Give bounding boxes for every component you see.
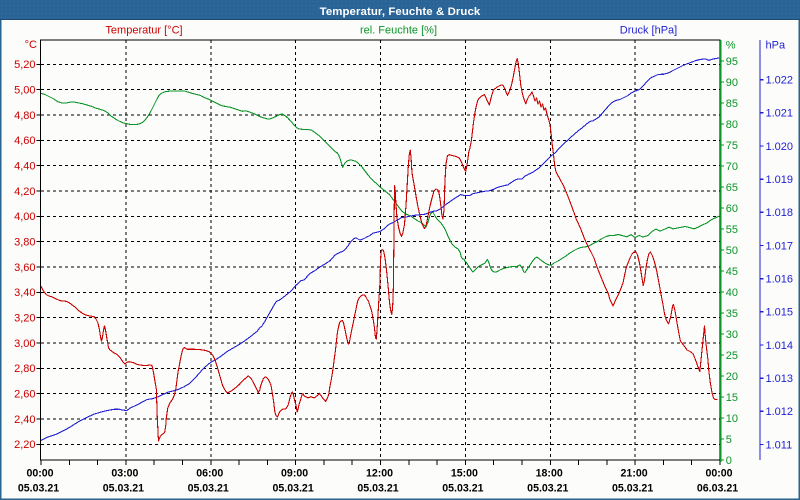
svg-text:2,20: 2,20 xyxy=(14,439,35,451)
svg-text:4,00: 4,00 xyxy=(14,211,35,223)
svg-text:1.016: 1.016 xyxy=(766,274,794,286)
svg-text:1.017: 1.017 xyxy=(766,240,794,252)
svg-text:hPa: hPa xyxy=(766,40,786,52)
svg-text:2,60: 2,60 xyxy=(14,389,35,401)
svg-text:4,80: 4,80 xyxy=(14,110,35,122)
svg-text:05.03.21: 05.03.21 xyxy=(442,483,483,495)
svg-text:5: 5 xyxy=(726,434,732,446)
svg-text:40: 40 xyxy=(726,287,738,299)
svg-text:3,80: 3,80 xyxy=(14,237,35,249)
svg-text:80: 80 xyxy=(726,119,738,131)
svg-text:03:00: 03:00 xyxy=(111,468,138,480)
svg-text:15:00: 15:00 xyxy=(451,468,478,480)
svg-text:Druck [hPa]: Druck [hPa] xyxy=(620,25,677,37)
svg-text:Temperatur [°C]: Temperatur [°C] xyxy=(105,25,182,37)
svg-text:05.03.21: 05.03.21 xyxy=(18,483,59,495)
svg-text:05.03.21: 05.03.21 xyxy=(188,483,229,495)
svg-text:65: 65 xyxy=(726,182,738,194)
svg-text:00:00: 00:00 xyxy=(26,468,53,480)
svg-text:5,20: 5,20 xyxy=(14,59,35,71)
svg-text:1.015: 1.015 xyxy=(766,307,794,319)
svg-text:5,00: 5,00 xyxy=(14,85,35,97)
svg-text:%: % xyxy=(726,40,736,52)
svg-text:1.013: 1.013 xyxy=(766,373,794,385)
svg-text:09:00: 09:00 xyxy=(281,468,308,480)
svg-text:35: 35 xyxy=(726,308,738,320)
svg-text:21:00: 21:00 xyxy=(621,468,648,480)
svg-text:05.03.21: 05.03.21 xyxy=(272,483,313,495)
svg-text:1.018: 1.018 xyxy=(766,207,794,219)
svg-text:06.03.21: 06.03.21 xyxy=(697,483,738,495)
svg-text:4,20: 4,20 xyxy=(14,186,35,198)
svg-text:4,40: 4,40 xyxy=(14,161,35,173)
svg-text:60: 60 xyxy=(726,203,738,215)
svg-text:50: 50 xyxy=(726,245,738,257)
svg-text:45: 45 xyxy=(726,266,738,278)
svg-text:3,40: 3,40 xyxy=(14,287,35,299)
svg-text:90: 90 xyxy=(726,77,738,89)
svg-text:2,40: 2,40 xyxy=(14,414,35,426)
svg-text:1.014: 1.014 xyxy=(766,340,794,352)
svg-text:95: 95 xyxy=(726,56,738,68)
svg-text:15: 15 xyxy=(726,392,738,404)
svg-text:70: 70 xyxy=(726,161,738,173)
svg-text:55: 55 xyxy=(726,224,738,236)
svg-text:05.03.21: 05.03.21 xyxy=(357,483,398,495)
svg-text:1.020: 1.020 xyxy=(766,141,794,153)
svg-text:75: 75 xyxy=(726,140,738,152)
svg-text:3,00: 3,00 xyxy=(14,338,35,350)
svg-text:30: 30 xyxy=(726,329,738,341)
svg-text:00:00: 00:00 xyxy=(705,468,732,480)
svg-text:Temperatur, Feuchte & Druck: Temperatur, Feuchte & Druck xyxy=(320,6,481,18)
svg-text:4,60: 4,60 xyxy=(14,135,35,147)
svg-text:05.03.21: 05.03.21 xyxy=(612,483,653,495)
svg-text:0: 0 xyxy=(726,455,732,467)
svg-text:25: 25 xyxy=(726,350,738,362)
svg-text:20: 20 xyxy=(726,371,738,383)
svg-text:10: 10 xyxy=(726,413,738,425)
svg-text:3,20: 3,20 xyxy=(14,313,35,325)
svg-text:1.019: 1.019 xyxy=(766,174,794,186)
svg-text:18:00: 18:00 xyxy=(536,468,563,480)
svg-text:rel. Feuchte [%]: rel. Feuchte [%] xyxy=(360,25,437,37)
svg-text:1.011: 1.011 xyxy=(766,439,793,451)
svg-text:1.012: 1.012 xyxy=(766,406,794,418)
svg-text:06:00: 06:00 xyxy=(196,468,223,480)
svg-text:2,80: 2,80 xyxy=(14,363,35,375)
svg-text:85: 85 xyxy=(726,98,738,110)
svg-text:05.03.21: 05.03.21 xyxy=(103,483,144,495)
svg-text:°C: °C xyxy=(25,39,37,51)
svg-text:12:00: 12:00 xyxy=(366,468,393,480)
svg-text:3,60: 3,60 xyxy=(14,262,35,274)
svg-text:05.03.21: 05.03.21 xyxy=(527,483,568,495)
svg-text:1.022: 1.022 xyxy=(766,75,794,87)
svg-text:1.021: 1.021 xyxy=(766,108,794,120)
